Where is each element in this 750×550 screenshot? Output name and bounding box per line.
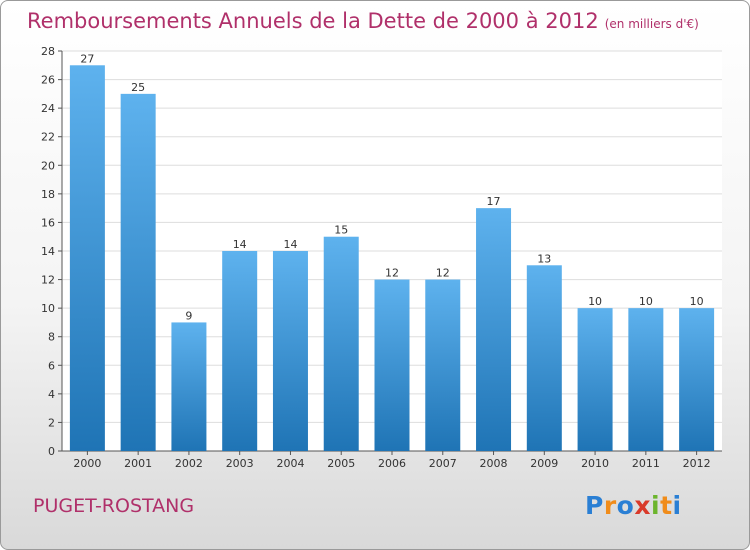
proxiti-logo: Proxiti <box>585 491 682 520</box>
bar-value-label: 10 <box>639 295 653 308</box>
logo-letter: x <box>634 491 651 520</box>
bar-value-label: 14 <box>233 238 247 251</box>
bar <box>679 308 715 451</box>
y-tick-label: 4 <box>48 388 55 401</box>
y-tick-label: 28 <box>41 45 55 58</box>
y-tick-label: 16 <box>41 216 55 229</box>
bar <box>577 308 613 451</box>
x-tick-label: 2006 <box>378 457 406 470</box>
logo-letter: i <box>651 491 661 520</box>
x-tick-label: 2009 <box>530 457 558 470</box>
bar <box>628 308 664 451</box>
bar <box>323 236 359 451</box>
y-tick-label: 24 <box>41 102 55 115</box>
bar <box>526 265 562 451</box>
bar-value-label: 12 <box>436 267 450 280</box>
bar <box>272 251 308 451</box>
y-tick-label: 8 <box>48 331 55 344</box>
logo-letter: t <box>660 491 673 520</box>
x-tick-label: 2011 <box>632 457 660 470</box>
bar-value-label: 12 <box>385 267 399 280</box>
y-tick-label: 10 <box>41 302 55 315</box>
bar-value-label: 10 <box>690 295 704 308</box>
bar-value-label: 10 <box>588 295 602 308</box>
y-tick-label: 22 <box>41 131 55 144</box>
x-tick-label: 2001 <box>124 457 152 470</box>
bar <box>222 251 258 451</box>
y-tick-label: 20 <box>41 159 55 172</box>
bar <box>171 322 207 451</box>
logo-letter: r <box>603 491 617 520</box>
bar-value-label: 9 <box>185 309 192 322</box>
x-tick-label: 2003 <box>226 457 254 470</box>
bar <box>120 93 156 451</box>
y-tick-label: 2 <box>48 416 55 429</box>
y-tick-label: 14 <box>41 245 55 258</box>
bar <box>69 65 105 452</box>
bar <box>476 208 512 451</box>
x-tick-label: 2007 <box>429 457 457 470</box>
bar-value-label: 25 <box>131 81 145 94</box>
y-tick-label: 12 <box>41 274 55 287</box>
y-tick-label: 26 <box>41 74 55 87</box>
x-tick-label: 2002 <box>175 457 203 470</box>
x-tick-label: 2000 <box>73 457 101 470</box>
y-tick-label: 0 <box>48 445 55 458</box>
bar <box>374 279 410 451</box>
logo-letter: o <box>616 491 635 520</box>
x-tick-label: 2005 <box>327 457 355 470</box>
town-name: PUGET-ROSTANG <box>33 495 195 517</box>
chart-subtitle: (en milliers d'€) <box>604 17 699 31</box>
bar-value-label: 14 <box>283 238 297 251</box>
x-tick-label: 2008 <box>480 457 508 470</box>
chart-title-text: Remboursements Annuels de la Dette de 20… <box>27 9 599 33</box>
x-tick-label: 2012 <box>683 457 711 470</box>
y-tick-label: 18 <box>41 188 55 201</box>
chart-title: Remboursements Annuels de la Dette de 20… <box>27 9 699 33</box>
bar <box>425 279 461 451</box>
x-tick-label: 2010 <box>581 457 609 470</box>
logo-letter: i <box>672 491 682 520</box>
bar-value-label: 27 <box>80 52 94 65</box>
logo-letter: P <box>585 491 604 520</box>
bar-value-label: 15 <box>334 224 348 237</box>
bar-value-label: 13 <box>537 252 551 265</box>
x-tick-label: 2004 <box>276 457 304 470</box>
y-tick-label: 6 <box>48 359 55 372</box>
bar-value-label: 17 <box>487 195 501 208</box>
